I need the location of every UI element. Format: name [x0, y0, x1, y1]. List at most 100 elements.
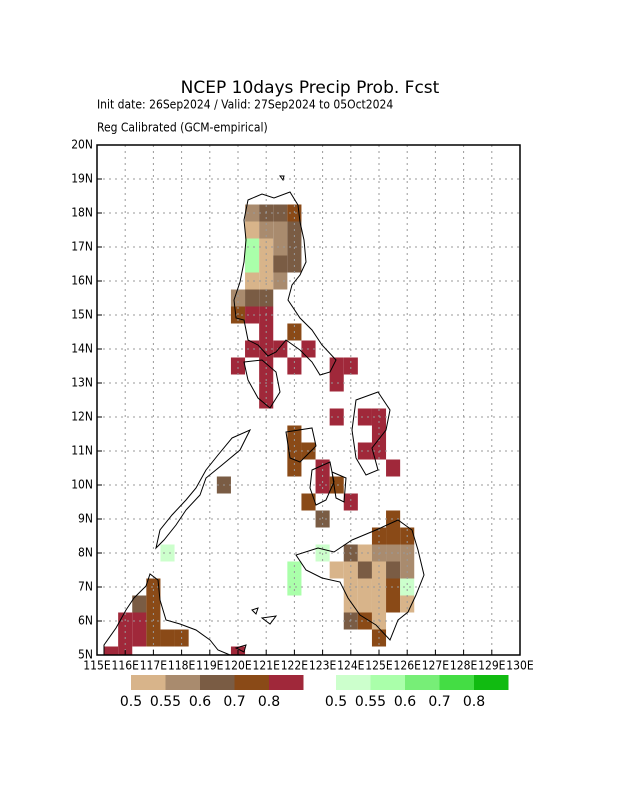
y-tick-label: 13N: [71, 376, 93, 390]
x-tick-label: 126E: [393, 659, 421, 673]
panay-negros: [285, 427, 347, 506]
prob-cell: [132, 595, 147, 613]
subtitle: Init date: 26Sep2024 / Valid: 27Sep2024 …: [97, 98, 393, 112]
prob-cell: [343, 357, 358, 375]
legend-swatch: [439, 675, 474, 690]
prob-cell: [371, 561, 387, 579]
y-tick-label: 7N: [78, 580, 93, 594]
grid-layer: 115E 116E 117E 118E 119E 120E 121E 122E 123E 124E…: [71, 138, 534, 673]
prob-cell: [273, 272, 288, 290]
y-tick-label: 12N: [71, 410, 93, 424]
x-tick-label: 120E: [224, 659, 252, 673]
legend: 0.5 0.55 0.6 0.7 0.8 0.5 0.55 0.6 0.7 0.8: [120, 675, 509, 710]
legend-label: 0.5: [120, 694, 142, 710]
prob-cell: [160, 629, 175, 647]
legend-swatch: [200, 675, 235, 690]
prob-cell: [245, 306, 260, 324]
x-tick-label: 121E: [252, 659, 280, 673]
prob-cell: [343, 561, 358, 579]
prob-cell: [386, 459, 401, 477]
prob-cell: [259, 255, 274, 273]
legend-swatch: [165, 675, 200, 690]
prob-cell: [343, 595, 358, 613]
legend-label: 0.8: [463, 694, 485, 710]
prob-cell: [245, 255, 260, 273]
y-tick-label: 8N: [78, 546, 93, 560]
prob-cell: [259, 289, 274, 307]
borneo: [103, 573, 231, 655]
prob-cell: [287, 357, 302, 375]
x-tick-label: 118E: [168, 659, 196, 673]
legend-label: 0.55: [150, 694, 181, 710]
x-tick-label: 128E: [450, 659, 478, 673]
prob-cell: [245, 340, 260, 358]
x-tick-label: 123E: [309, 659, 337, 673]
prob-cell: [343, 493, 358, 511]
prob-cell: [287, 255, 302, 273]
prob-cell: [146, 595, 161, 613]
y-tick-label: 16N: [71, 274, 93, 288]
y-tick-label: 10N: [71, 478, 93, 492]
prob-cell: [287, 578, 302, 596]
y-tick-label: 5N: [78, 648, 93, 662]
prob-cell: [273, 340, 288, 358]
prob-cell: [245, 221, 260, 239]
luzon: [233, 191, 337, 376]
prob-cell: [104, 646, 119, 655]
prob-cell: [386, 527, 401, 545]
samar-leyte: [351, 391, 391, 476]
prob-cell: [357, 612, 372, 630]
islands: [234, 175, 285, 653]
y-tick-label: 9N: [78, 512, 93, 526]
prob-cell: [357, 408, 372, 426]
legend-label: 0.7: [223, 694, 245, 710]
y-tick-label: 11N: [71, 444, 93, 458]
prob-cell: [132, 629, 147, 647]
prob-cell: [146, 578, 161, 596]
legend-label: 0.5: [325, 694, 347, 710]
x-tick-label: 125E: [365, 659, 393, 673]
prob-cell: [357, 595, 372, 613]
prob-cell: [357, 442, 372, 460]
legend-label: 0.6: [394, 694, 416, 710]
prob-cell: [357, 544, 372, 562]
legend-swatch: [269, 675, 304, 690]
x-tick-label: 129E: [478, 659, 506, 673]
legend-label: 0.6: [189, 694, 211, 710]
legend-swatch: [131, 675, 166, 690]
prob-cell: [315, 476, 330, 494]
y-tick-label: 17N: [71, 240, 93, 254]
y-tick-label: 18N: [71, 206, 93, 220]
prob-cell: [371, 595, 387, 613]
prob-cell: [386, 544, 401, 562]
prob-cell: [386, 510, 401, 528]
y-tick-label: 20N: [71, 138, 93, 152]
prob-cell: [357, 561, 372, 579]
prob-cell: [287, 459, 302, 477]
palawan: [155, 428, 252, 550]
prob-cell: [357, 578, 372, 596]
prob-cell: [400, 595, 415, 613]
map-title: NCEP 10days Precip Prob. Fcst: [181, 78, 440, 98]
x-tick-label: 130E: [506, 659, 534, 673]
x-tick-label: 122E: [281, 659, 309, 673]
x-tick-label: 124E: [337, 659, 365, 673]
coastline: [103, 175, 425, 655]
prob-cell: [273, 221, 288, 239]
legend-swatch: [474, 675, 509, 690]
legend-label: 0.55: [355, 694, 386, 710]
x-tick-label: 119E: [196, 659, 224, 673]
y-tick-label: 15N: [71, 308, 93, 322]
y-tick-label: 19N: [71, 172, 93, 186]
prob-cell: [273, 255, 288, 273]
prob-cell: [329, 408, 344, 426]
legend-swatch: [370, 675, 405, 690]
prob-cell: [386, 578, 401, 596]
legend-swatch: [405, 675, 440, 690]
prob-cell: [245, 289, 260, 307]
prob-cell: [230, 289, 246, 307]
legend-swatch: [234, 675, 269, 690]
prob-cell: [273, 204, 288, 222]
legend-label: 0.7: [428, 694, 450, 710]
